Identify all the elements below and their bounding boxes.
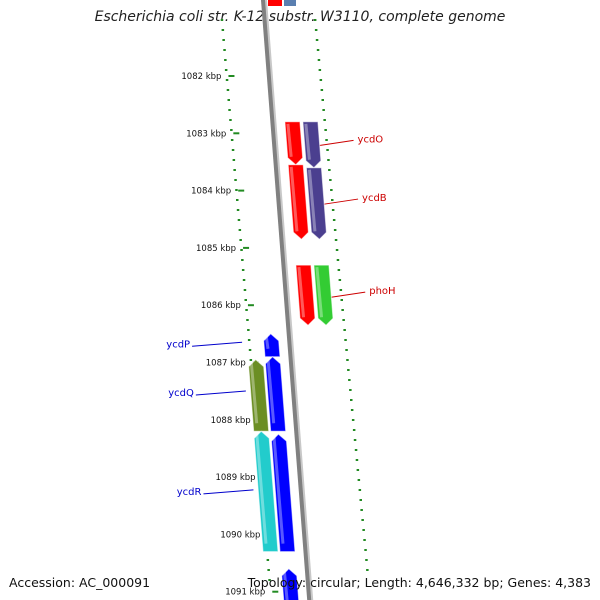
gene-highlight xyxy=(304,123,311,160)
accession-label: Accession: AC_000091 xyxy=(9,575,151,590)
gene-label-leader xyxy=(192,341,243,347)
gene-highlight xyxy=(255,433,268,544)
top-gene-fragment-blue xyxy=(284,0,296,6)
gene-highlight xyxy=(264,335,270,349)
gene-label-ycdQ: ycdQ xyxy=(168,388,194,399)
gene-label-leader xyxy=(203,489,254,495)
gene-ycdR xyxy=(270,433,296,553)
gene-label-ycdB: ycdB xyxy=(362,193,387,204)
gene-highlight xyxy=(266,358,276,424)
tick-label: 1082 kbp xyxy=(181,72,221,82)
gene-label-leader xyxy=(325,291,366,299)
gene-label-ycdR: ycdR xyxy=(177,487,202,498)
gene-phoH xyxy=(295,264,316,326)
gene-highlight xyxy=(297,266,306,318)
gc-curve-right xyxy=(313,19,369,571)
gene-label-phoH: phoH xyxy=(369,286,395,297)
gene-ycdB-partner xyxy=(305,167,327,240)
tick-label: 1087 kbp xyxy=(206,359,246,369)
gene-ycdO xyxy=(284,121,304,166)
gene-ycdR-partner xyxy=(253,430,279,553)
tick-label: 1086 kbp xyxy=(201,301,241,311)
gene-ycdQ xyxy=(264,356,287,432)
gene-highlight xyxy=(282,570,289,600)
gene-label-leader xyxy=(317,198,359,206)
tick-label: 1084 kbp xyxy=(191,187,231,197)
tick-label: 1088 kbp xyxy=(211,416,251,426)
gene-highlight xyxy=(286,123,293,157)
top-gene-fragment-red xyxy=(268,0,282,6)
tick-label: 1089 kbp xyxy=(215,473,255,483)
gene-label-ycdO: ycdO xyxy=(358,134,384,145)
gene-label-ycdP: ycdP xyxy=(166,339,190,350)
tick-label: 1083 kbp xyxy=(186,129,226,139)
genome-backbone xyxy=(260,0,312,600)
map-title: Escherichia coli str. K-12 substr. W3110… xyxy=(94,9,506,25)
tick-label: 1091 kbp xyxy=(225,588,265,598)
gene-ycdO-partner xyxy=(302,121,322,169)
gene-highlight xyxy=(272,435,285,544)
tick-label: 1085 kbp xyxy=(196,244,236,254)
gene-next-gene xyxy=(281,568,300,600)
gene-phoH-partner xyxy=(313,264,334,326)
gene-highlight xyxy=(315,266,324,318)
gene-highlight xyxy=(289,166,299,232)
gene-highlight xyxy=(249,361,259,424)
tick-label: 1090 kbp xyxy=(220,530,260,540)
gene-label-leader xyxy=(195,390,246,396)
gene-highlight xyxy=(307,169,317,232)
topology-label: Topology: circular; Length: 4,646,332 bp… xyxy=(247,575,591,590)
gene-ycdB xyxy=(287,164,309,240)
